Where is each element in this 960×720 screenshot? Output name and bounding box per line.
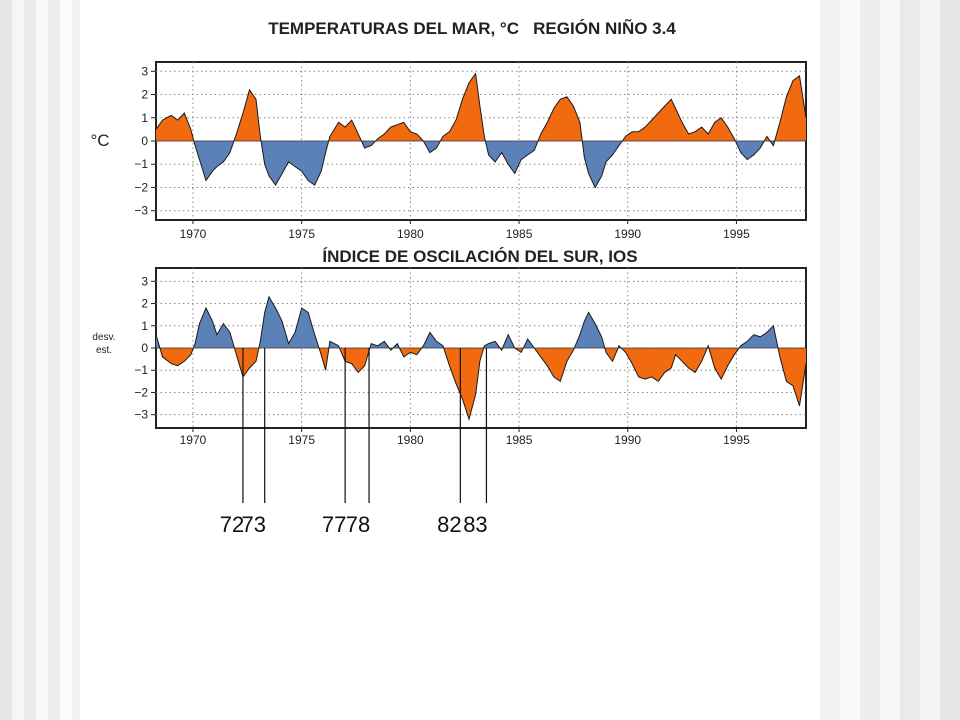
area-negative (234, 348, 259, 377)
soi-chart: ÍNDICE DE OSCILACIÓN DEL SUR, IOS desv. e… (92, 247, 807, 447)
area-negative (621, 348, 708, 382)
x-tick-label: 1990 (614, 433, 641, 447)
area-positive (574, 312, 605, 348)
y-tick-label: 0 (141, 341, 148, 355)
area-negative (534, 348, 575, 382)
y-tick-label: −2 (134, 180, 148, 194)
y-tick-label: 3 (141, 64, 148, 78)
year-marker-label: 73 (241, 512, 265, 537)
soi-chart-y-axis-label: desv. est. (92, 332, 115, 356)
x-tick-label: 1980 (397, 227, 424, 241)
area-positive (440, 73, 486, 141)
area-positive (328, 341, 340, 348)
area-negative (261, 141, 329, 186)
soi-chart-y-ticks: −3 −2 −1 0 1 2 3 (134, 274, 156, 422)
area-positive (156, 113, 194, 141)
year-marker-label: 78 (346, 512, 370, 537)
year-marker-label: 82 (437, 512, 461, 537)
y-tick-label: 0 (141, 134, 148, 148)
series-line (155, 72, 807, 189)
area-positive (502, 334, 515, 348)
x-tick-label: 1970 (180, 433, 207, 447)
x-tick-label: 1995 (723, 433, 750, 447)
area-negative (361, 141, 376, 148)
series-line (155, 295, 807, 421)
area-positive (523, 339, 535, 348)
sst-chart-title: TEMPERATURAS DEL MAR, °C REGIÓN NIÑO 3.4 (268, 18, 676, 38)
y-axis-label-line: est. (96, 345, 112, 356)
y-tick-label: 2 (141, 297, 148, 311)
soi-chart-areas (155, 295, 807, 421)
area-positive (764, 136, 771, 141)
area-negative (339, 348, 370, 373)
soi-chart-title: ÍNDICE DE OSCILACIÓN DEL SUR, IOS (322, 247, 637, 266)
area-positive (538, 96, 583, 141)
area-negative (735, 141, 765, 160)
x-tick-label: 1995 (723, 227, 750, 241)
x-tick-label: 1985 (506, 227, 533, 241)
area-negative (778, 348, 806, 406)
area-positive (421, 332, 444, 348)
area-positive (193, 308, 235, 348)
sst-chart-x-ticks: 1970 1975 1980 1985 1990 1995 (180, 220, 750, 241)
area-positive (622, 99, 736, 141)
y-tick-label: 3 (141, 274, 148, 288)
area-positive (234, 89, 262, 141)
y-tick-label: −1 (134, 363, 148, 377)
x-tick-label: 1990 (614, 227, 641, 241)
area-negative (193, 141, 234, 181)
sst-chart-y-ticks: −3 −2 −1 0 1 2 3 (134, 64, 156, 218)
sst-chart-y-axis-label: °C (90, 131, 109, 150)
area-negative (485, 141, 538, 174)
area-negative (708, 348, 740, 380)
sst-chart: TEMPERATURAS DEL MAR, °C REGIÓN NIÑO 3.4… (90, 18, 807, 241)
y-tick-label: 1 (141, 319, 148, 333)
area-negative (423, 141, 441, 153)
x-tick-label: 1975 (288, 433, 315, 447)
y-tick-label: −2 (134, 385, 148, 399)
y-tick-label: −3 (134, 408, 148, 422)
y-tick-label: 2 (141, 88, 148, 102)
x-tick-label: 1975 (288, 227, 315, 241)
area-positive (375, 122, 424, 141)
area-negative (582, 141, 623, 188)
area-positive (774, 75, 806, 141)
x-tick-label: 1980 (397, 433, 424, 447)
y-tick-label: 1 (141, 111, 148, 125)
figure-background (88, 0, 808, 444)
year-marker-label: 77 (322, 512, 346, 537)
soi-chart-x-ticks: 1970 1975 1980 1985 1990 1995 (180, 428, 750, 447)
x-tick-label: 1970 (180, 227, 207, 241)
x-tick-label: 1985 (506, 433, 533, 447)
year-marker-label: 83 (463, 512, 487, 537)
sst-chart-areas (155, 72, 807, 189)
y-tick-label: −1 (134, 157, 148, 171)
area-negative (604, 348, 619, 362)
y-axis-label-line: desv. (92, 332, 115, 343)
y-tick-label: −3 (134, 204, 148, 218)
area-negative (159, 348, 194, 366)
year-marker-label: 72 (220, 512, 244, 537)
